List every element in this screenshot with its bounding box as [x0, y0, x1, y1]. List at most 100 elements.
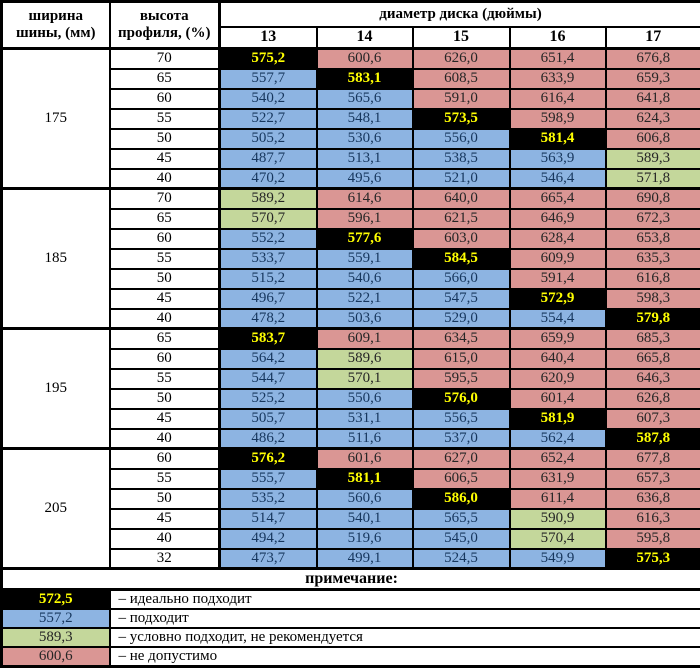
profile-height-cell: 40 [108, 527, 221, 550]
table-row: 50 505,2 530,6 556,0 581,4 606,8 [2, 127, 700, 150]
legend-label-forbidden: – не допустимо [108, 645, 700, 668]
table-row: 50 525,2 550,6 576,0 601,4 626,8 [2, 387, 700, 410]
legend-title-row: примечание: [0, 567, 700, 591]
diameter-value-cell: 565,5 [411, 507, 511, 530]
diameter-value-cell: 570,4 [508, 527, 607, 550]
legend-body: 572,5– идеально подходит 557,2– подходит 5… [0, 588, 700, 668]
diameter-value-cell: 614,6 [315, 187, 414, 210]
table-row: 195 65 583,7 609,1 634,5 659,9 685,3 [0, 327, 700, 450]
diameter-value-cell: 616,3 [604, 507, 700, 530]
diameter-value-cell: 641,8 [604, 87, 700, 110]
diameter-value-cell: 596,1 [315, 207, 414, 230]
diameter-value-cell: 538,5 [411, 147, 511, 170]
diameter-value-cell: 545,0 [411, 527, 511, 550]
diameter-value-cell: 486,2 [218, 427, 318, 450]
diameter-value-cell: 581,1 [315, 467, 414, 490]
diameter-value-cell: 600,6 [315, 47, 414, 70]
profile-height-cell: 45 [108, 147, 221, 170]
diameter-value-cell: 616,4 [508, 87, 607, 110]
legend-label-ideal: – идеально подходит [108, 588, 700, 610]
profile-height-cell: 60 [108, 447, 221, 470]
diameter-value-cell: 589,3 [604, 147, 700, 170]
diameter-value-cell: 581,9 [508, 407, 607, 430]
profile-height-cell: 40 [108, 167, 221, 190]
diameter-value-cell: 659,9 [508, 327, 607, 350]
diameter-value-cell: 677,8 [604, 447, 700, 470]
diameter-value-cell: 576,2 [218, 447, 318, 470]
diameter-value-cell: 559,1 [315, 247, 414, 270]
diameter-value-cell: 560,6 [315, 487, 414, 510]
diameter-value-cell: 556,0 [411, 127, 511, 150]
diameter-value-cell: 533,7 [218, 247, 318, 270]
profile-height-cell: 45 [108, 507, 221, 530]
legend-title: примечание: [0, 567, 700, 591]
profile-height-cell: 50 [108, 487, 221, 510]
diameter-value-cell: 572,9 [508, 287, 607, 310]
table-row: 32 473,7 499,1 524,5 549,9 575,3 [2, 547, 700, 570]
diameter-value-cell: 521,0 [411, 167, 511, 190]
table-row: 205 60 576,2 601,6 627,0 652,4 677,8 [0, 447, 700, 570]
diameter-value-cell: 556,5 [411, 407, 511, 430]
diameter-value-cell: 640,0 [411, 187, 511, 210]
header-diameter-15: 15 [411, 25, 511, 50]
diameter-value-cell: 633,9 [508, 67, 607, 90]
diameter-value-cell: 529,0 [411, 307, 511, 330]
diameter-value-cell: 624,3 [604, 107, 700, 130]
header-profile-height: высота профиля, (%) [108, 0, 221, 50]
diameter-value-cell: 584,5 [411, 247, 511, 270]
table-row: 40 486,2 511,6 537,0 562,4 587,8 [2, 427, 700, 450]
diameter-value-cell: 511,6 [315, 427, 414, 450]
diameter-value-cell: 591,4 [508, 267, 607, 290]
profile-height-cell: 55 [108, 367, 221, 390]
diameter-value-cell: 603,0 [411, 227, 511, 250]
diameter-value-cell: 607,3 [604, 407, 700, 430]
diameter-value-cell: 636,8 [604, 487, 700, 510]
tire-width-cell: 205 [0, 447, 111, 570]
table-row: 185 70 589,2 614,6 640,0 665,4 690,8 [0, 187, 700, 330]
table-header: ширина шины, (мм) высота профиля, (%) ди… [0, 0, 700, 50]
profile-height-cell: 60 [108, 347, 221, 370]
tire-width-cell: 195 [0, 327, 111, 450]
diameter-value-cell: 570,1 [315, 367, 414, 390]
diameter-value-cell: 573,5 [411, 107, 511, 130]
legend-label-conditional: – условно подходит, не рекомендуется [108, 626, 700, 648]
diameter-value-cell: 544,7 [218, 367, 318, 390]
tire-width-cell: 175 [0, 47, 111, 190]
diameter-value-cell: 519,6 [315, 527, 414, 550]
diameter-value-cell: 576,0 [411, 387, 511, 410]
diameter-value-cell: 505,2 [218, 127, 318, 150]
header-tire-width-line2: шины, (мм) [15, 25, 96, 41]
diameter-value-cell: 514,7 [218, 507, 318, 530]
diameter-value-cell: 503,6 [315, 307, 414, 330]
diameter-value-cell: 470,2 [218, 167, 318, 190]
table-row: 55 533,7 559,1 584,5 609,9 635,3 [2, 247, 700, 270]
header-diameter-16: 16 [508, 25, 607, 50]
diameter-value-cell: 531,1 [315, 407, 414, 430]
diameter-value-cell: 665,8 [604, 347, 700, 370]
diameter-value-cell: 598,3 [604, 287, 700, 310]
diameter-value-cell: 606,8 [604, 127, 700, 150]
diameter-value-cell: 646,3 [604, 367, 700, 390]
table-row: 60 564,2 589,6 615,0 640,4 665,8 [2, 347, 700, 370]
header-diameter-17: 17 [604, 25, 700, 50]
table-body: 175 70 575,2 600,6 626,0 651,4 676,8 65 557,7 583… [0, 47, 700, 570]
diameter-value-cell: 563,9 [508, 147, 607, 170]
diameter-value-cell: 525,2 [218, 387, 318, 410]
diameter-value-cell: 515,2 [218, 267, 318, 290]
header-disk-diameter: диаметр диска (дюймы) [218, 0, 700, 28]
diameter-value-cell: 685,3 [604, 327, 700, 350]
table-row: 65 570,7 596,1 621,5 646,9 672,3 [2, 207, 700, 230]
profile-height-cell: 40 [108, 307, 221, 330]
diameter-value-cell: 557,7 [218, 67, 318, 90]
legend-row: 600,6– не допустимо [0, 645, 700, 668]
diameter-value-cell: 579,8 [604, 307, 700, 330]
legend-swatch-forbidden: 600,6 [0, 645, 111, 668]
diameter-value-cell: 608,5 [411, 67, 511, 90]
diameter-value-cell: 651,4 [508, 47, 607, 70]
table-row: 45 496,7 522,1 547,5 572,9 598,3 [2, 287, 700, 310]
table-row: 55 555,7 581,1 606,5 631,9 657,3 [2, 467, 700, 490]
table-row: 65 557,7 583,1 608,5 633,9 659,3 [2, 67, 700, 90]
profile-height-cell: 60 [108, 227, 221, 250]
diameter-value-cell: 601,4 [508, 387, 607, 410]
profile-height-cell: 50 [108, 267, 221, 290]
